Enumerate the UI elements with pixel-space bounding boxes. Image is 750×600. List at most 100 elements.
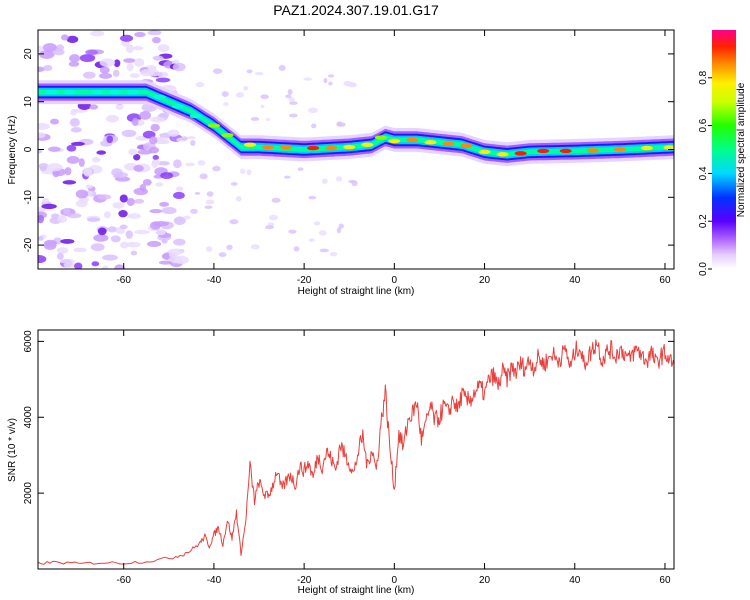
noise-speckle bbox=[323, 77, 328, 84]
noise-speckle bbox=[128, 148, 138, 156]
noise-speckle bbox=[287, 89, 293, 96]
noise-speckle bbox=[149, 136, 158, 145]
noise-speckle bbox=[181, 136, 188, 141]
x-tick-label: 60 bbox=[659, 275, 671, 286]
ridge-peak bbox=[388, 138, 401, 144]
noise-speckle bbox=[57, 214, 68, 223]
spectrogram-heatmap bbox=[38, 30, 674, 269]
noise-speckle bbox=[173, 191, 185, 199]
spectrogram-panel: -60 -40 -20 0 20 40 60 -20 -10 0 10 20 Height of s… bbox=[7, 29, 675, 297]
noise-speckle bbox=[63, 262, 77, 269]
noise-speckle bbox=[132, 46, 144, 51]
noise-speckle bbox=[89, 104, 99, 110]
noise-speckle bbox=[119, 194, 128, 203]
ridge-peak bbox=[280, 144, 293, 150]
noise-speckle bbox=[335, 176, 343, 182]
noise-speckle bbox=[173, 216, 186, 225]
noise-speckle bbox=[69, 54, 81, 63]
noise-speckle bbox=[38, 236, 44, 241]
ridge-peak bbox=[374, 135, 387, 140]
noise-speckle bbox=[99, 58, 116, 67]
noise-speckle bbox=[288, 96, 295, 102]
y-tick-label: -10 bbox=[23, 190, 34, 205]
noise-speckle bbox=[243, 86, 249, 91]
colorbar-tick-label: 0.6 bbox=[698, 118, 709, 132]
noise-speckle bbox=[129, 73, 140, 79]
noise-speckle bbox=[293, 246, 300, 252]
noise-speckle bbox=[115, 103, 124, 111]
noise-speckle bbox=[142, 179, 152, 186]
ridge-peak bbox=[45, 89, 58, 95]
noise-speckle bbox=[119, 34, 134, 42]
noise-speckle bbox=[283, 175, 291, 179]
noise-speckle bbox=[38, 255, 47, 264]
noise-speckle bbox=[39, 50, 55, 59]
noise-speckle bbox=[221, 91, 229, 97]
noise-speckle bbox=[66, 35, 79, 44]
ridge-peak bbox=[171, 104, 184, 109]
noise-speckle bbox=[102, 254, 118, 261]
noise-speckle bbox=[161, 207, 177, 215]
noise-speckle bbox=[78, 158, 85, 167]
noise-speckle bbox=[197, 160, 206, 166]
noise-speckle bbox=[152, 55, 164, 61]
noise-speckle bbox=[85, 49, 99, 56]
ridge-peak bbox=[262, 144, 275, 150]
y-tick-label: 6000 bbox=[23, 330, 34, 353]
noise-speckle bbox=[308, 107, 319, 114]
noise-speckle bbox=[134, 32, 146, 38]
noise-speckle bbox=[38, 123, 50, 130]
noise-speckle bbox=[348, 179, 356, 184]
noise-speckle bbox=[328, 81, 333, 86]
noise-speckle bbox=[190, 208, 198, 214]
noise-speckle bbox=[126, 197, 135, 207]
noise-speckle bbox=[152, 154, 159, 160]
noise-speckle bbox=[226, 244, 233, 251]
noise-speckle bbox=[205, 199, 215, 205]
noise-speckle bbox=[308, 238, 315, 242]
noise-speckle bbox=[79, 54, 96, 63]
noise-speckle bbox=[235, 195, 242, 202]
snr-y-ticks: 2000 4000 6000 bbox=[23, 330, 674, 504]
noise-speckle bbox=[147, 240, 162, 248]
noise-speckle bbox=[59, 258, 75, 264]
noise-speckle bbox=[311, 123, 317, 129]
colorbar-tick-label: 0.2 bbox=[698, 214, 709, 228]
noise-speckle bbox=[112, 69, 120, 77]
ridge-peak bbox=[406, 137, 419, 143]
noise-speckle bbox=[157, 44, 170, 53]
snr-y-label: SNR (10 * v/v) bbox=[7, 418, 18, 482]
noise-speckle bbox=[303, 77, 312, 81]
ridge-peak bbox=[244, 142, 256, 147]
noise-speckle bbox=[41, 203, 57, 210]
noise-speckle bbox=[97, 194, 112, 200]
noise-speckle bbox=[230, 182, 238, 186]
ridge-peak bbox=[514, 151, 527, 156]
noise-speckle bbox=[155, 182, 164, 187]
x-tick-label: 20 bbox=[479, 275, 491, 286]
noise-speckle bbox=[157, 71, 169, 78]
colorbar-tick-label: 0.8 bbox=[698, 70, 709, 84]
ridge-peak bbox=[189, 113, 202, 119]
noise-speckle bbox=[168, 256, 183, 264]
x-tick-label: 40 bbox=[569, 275, 581, 286]
figure-title: PAZ1.2024.307.19.01.G17 bbox=[273, 2, 439, 18]
noise-speckle bbox=[126, 241, 141, 248]
noise-speckle bbox=[313, 221, 321, 226]
noise-speckle bbox=[96, 150, 107, 155]
noise-speckle bbox=[113, 59, 121, 68]
noise-speckle bbox=[172, 62, 186, 72]
noise-speckle bbox=[99, 66, 110, 74]
noise-speckle bbox=[48, 146, 61, 152]
noise-speckle bbox=[87, 217, 101, 222]
noise-speckle bbox=[46, 163, 63, 172]
spectrogram-y-label: Frequency (Hz) bbox=[7, 116, 18, 185]
noise-speckle bbox=[206, 246, 213, 252]
ridge-peak bbox=[613, 147, 626, 152]
snr-panel: -60 -40 -20 0 20 40 60 2000 4000 6000 Height of … bbox=[7, 329, 675, 596]
noise-speckle bbox=[110, 235, 121, 243]
ridge-peak bbox=[478, 149, 491, 155]
noise-speckle bbox=[50, 118, 59, 125]
noise-speckle bbox=[38, 163, 49, 170]
noise-speckle bbox=[212, 68, 223, 74]
